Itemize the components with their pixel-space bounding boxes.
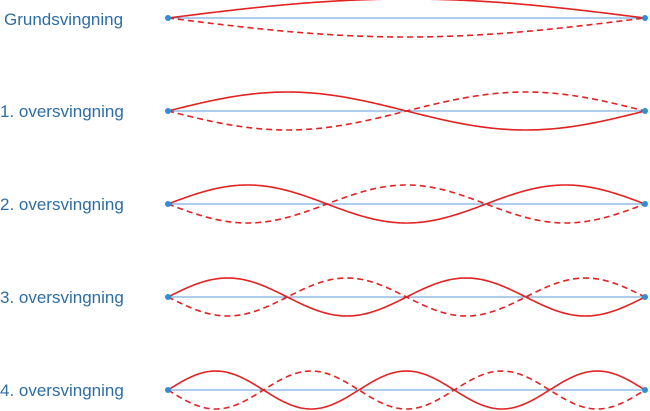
wave-dashed bbox=[167, 370, 646, 410]
left-endpoint bbox=[165, 201, 171, 207]
mode-label-overtone-1: 1. oversvingning bbox=[0, 102, 124, 121]
right-endpoint bbox=[642, 294, 648, 300]
wave-solid bbox=[167, 370, 646, 410]
mode-row-fundamental: Grundsvingning bbox=[4, 0, 648, 38]
left-endpoint bbox=[165, 15, 171, 21]
right-endpoint bbox=[642, 201, 648, 207]
mode-row-overtone-3: 3. oversvingning bbox=[0, 277, 648, 317]
right-endpoint bbox=[642, 387, 648, 393]
mode-row-overtone-2: 2. oversvingning bbox=[0, 184, 648, 224]
left-endpoint bbox=[165, 108, 171, 114]
right-endpoint bbox=[642, 108, 648, 114]
wave-solid bbox=[167, 184, 646, 224]
left-endpoint bbox=[165, 387, 171, 393]
wave-dashed bbox=[167, 91, 646, 131]
mode-label-overtone-4: 4. oversvingning bbox=[0, 381, 124, 400]
right-endpoint bbox=[642, 15, 648, 21]
left-endpoint bbox=[165, 294, 171, 300]
wave-dashed bbox=[167, 184, 646, 224]
wave-dashed bbox=[167, 17, 646, 38]
mode-row-overtone-1: 1. oversvingning bbox=[0, 91, 648, 131]
mode-label-fundamental: Grundsvingning bbox=[4, 10, 123, 29]
wave-solid bbox=[167, 0, 646, 19]
mode-label-overtone-3: 3. oversvingning bbox=[0, 288, 124, 307]
mode-row-overtone-4: 4. oversvingning bbox=[0, 370, 648, 410]
mode-label-overtone-2: 2. oversvingning bbox=[0, 195, 124, 214]
wave-dashed bbox=[167, 277, 646, 317]
